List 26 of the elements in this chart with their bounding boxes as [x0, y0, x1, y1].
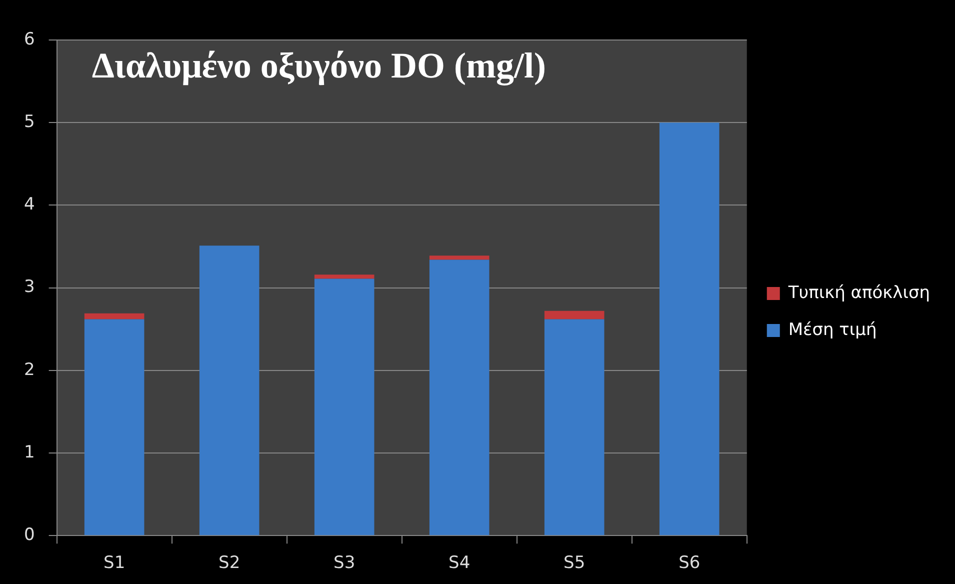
- legend-label: Μέση τιμή: [788, 320, 877, 340]
- y-tick-label: 4: [24, 194, 35, 215]
- bar: [314, 274, 374, 279]
- x-tick-label: S6: [678, 553, 700, 574]
- y-tick-label: 5: [24, 112, 35, 132]
- bar: [199, 246, 260, 536]
- y-tick-label: 0: [24, 525, 35, 546]
- y-tick-label: 2: [24, 360, 35, 380]
- bar: [429, 256, 490, 260]
- bar: [84, 319, 144, 536]
- x-tick-label: S4: [448, 553, 470, 574]
- x-tick-label: S1: [104, 553, 126, 574]
- y-tick-label: 6: [24, 29, 35, 50]
- x-tick-label: S2: [218, 553, 240, 574]
- bar: [659, 122, 720, 536]
- bar: [429, 260, 490, 536]
- chart-title: Διαλυμένο οξυγόνο DO (mg/l): [92, 45, 546, 86]
- x-tick-label: S5: [564, 553, 586, 574]
- y-tick-label: 3: [24, 277, 35, 298]
- legend-label: Τυπική απόκλιση: [787, 282, 930, 303]
- bar: [314, 278, 374, 536]
- bar: [84, 313, 144, 320]
- bar: [544, 319, 604, 536]
- x-tick-label: S3: [334, 553, 356, 574]
- bar: [544, 310, 604, 320]
- y-tick-label: 1: [24, 442, 35, 462]
